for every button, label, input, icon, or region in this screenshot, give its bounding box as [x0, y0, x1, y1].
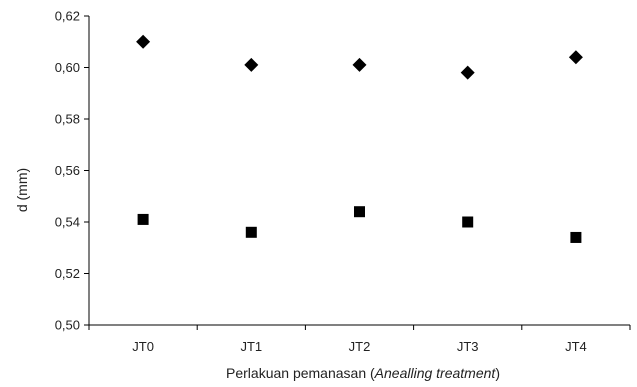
- diamond-marker: [460, 65, 475, 80]
- ticks: 0,50 0,52 0,54 0,56 0,58 0,60 0,62 JT0 JT1 JT2 JT3…: [55, 9, 631, 354]
- x-axis-title-part: ): [495, 365, 500, 381]
- x-tick-label: JT3: [457, 339, 479, 354]
- square-marker: [354, 206, 365, 218]
- y-tick-label: 0,52: [55, 266, 80, 281]
- square-marker: [137, 213, 149, 225]
- y-tick-label: 0,56: [55, 163, 80, 178]
- y-tick-label: 0,62: [55, 9, 80, 24]
- x-axis-title-part: Perlakuan pemanasan (: [226, 365, 375, 381]
- y-tick-label: 0,50: [55, 318, 80, 333]
- x-axis-title: Perlakuan pemanasan (Anealling treatment…: [226, 365, 500, 381]
- y-axis-title: d (mm): [14, 168, 30, 212]
- x-tick-label: JT1: [240, 339, 262, 354]
- x-tick-label: JT2: [349, 339, 371, 354]
- square-marker: [245, 226, 257, 238]
- y-tick-label: 0,58: [55, 112, 80, 127]
- diamond-marker: [136, 34, 151, 49]
- square-marker: [462, 216, 474, 228]
- x-tick-label: JT4: [565, 339, 587, 354]
- y-tick-label: 0,60: [55, 60, 80, 75]
- y-tick-label: 0,54: [55, 215, 80, 230]
- diamond-marker: [568, 50, 583, 65]
- x-axis-title-part: Anealling treatment: [374, 365, 497, 381]
- diamond-marker: [244, 57, 259, 72]
- diamond-marker: [352, 57, 367, 72]
- x-tick-label: JT0: [132, 339, 154, 354]
- square-marker: [570, 231, 582, 243]
- data-points: [136, 34, 583, 243]
